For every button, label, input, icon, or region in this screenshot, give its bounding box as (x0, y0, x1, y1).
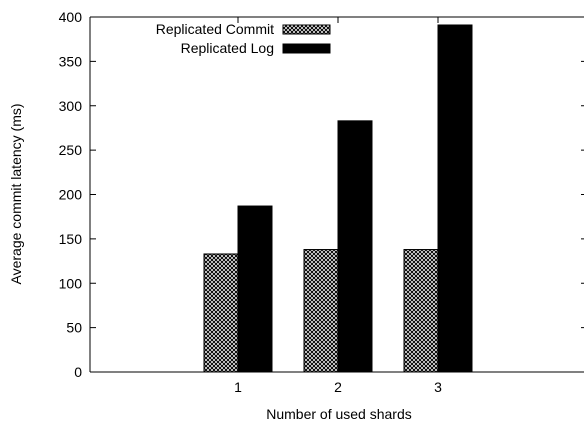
legend: Replicated Commit Replicated Log (156, 21, 331, 56)
y-tick-label: 0 (74, 364, 82, 380)
y-tick-label: 300 (59, 98, 83, 114)
y-tick-label: 250 (59, 142, 83, 158)
y-tick-label: 350 (59, 53, 83, 69)
legend-swatch (282, 43, 331, 54)
y-tick-label: 50 (66, 320, 82, 336)
legend-swatch (282, 24, 331, 35)
legend-label: Replicated Log (181, 40, 274, 56)
bar-replicated-log-2 (337, 120, 373, 373)
x-tick-label: 2 (334, 379, 342, 395)
x-tick-label: 1 (234, 379, 242, 395)
y-tick-label: 200 (59, 187, 83, 203)
bar-replicated-log-1 (237, 205, 273, 373)
y-axis-title: Average commit latency (ms) (8, 103, 24, 284)
bar-replicated-commit-3 (403, 249, 439, 373)
bars-layer (203, 24, 473, 373)
bar-replicated-commit-1 (203, 253, 239, 373)
bar-replicated-commit-2 (303, 249, 339, 373)
bar-replicated-log-3 (437, 24, 473, 373)
x-tick-label: 3 (434, 379, 442, 395)
axes-layer: 0 50 100 150 200 250 300 350 400 1 2 3 (59, 9, 584, 395)
x-axis-title: Number of used shards (266, 406, 412, 422)
y-tick-label: 150 (59, 231, 83, 247)
legend-label: Replicated Commit (156, 21, 274, 37)
y-tick-label: 100 (59, 275, 83, 291)
y-tick-label: 400 (59, 9, 83, 25)
